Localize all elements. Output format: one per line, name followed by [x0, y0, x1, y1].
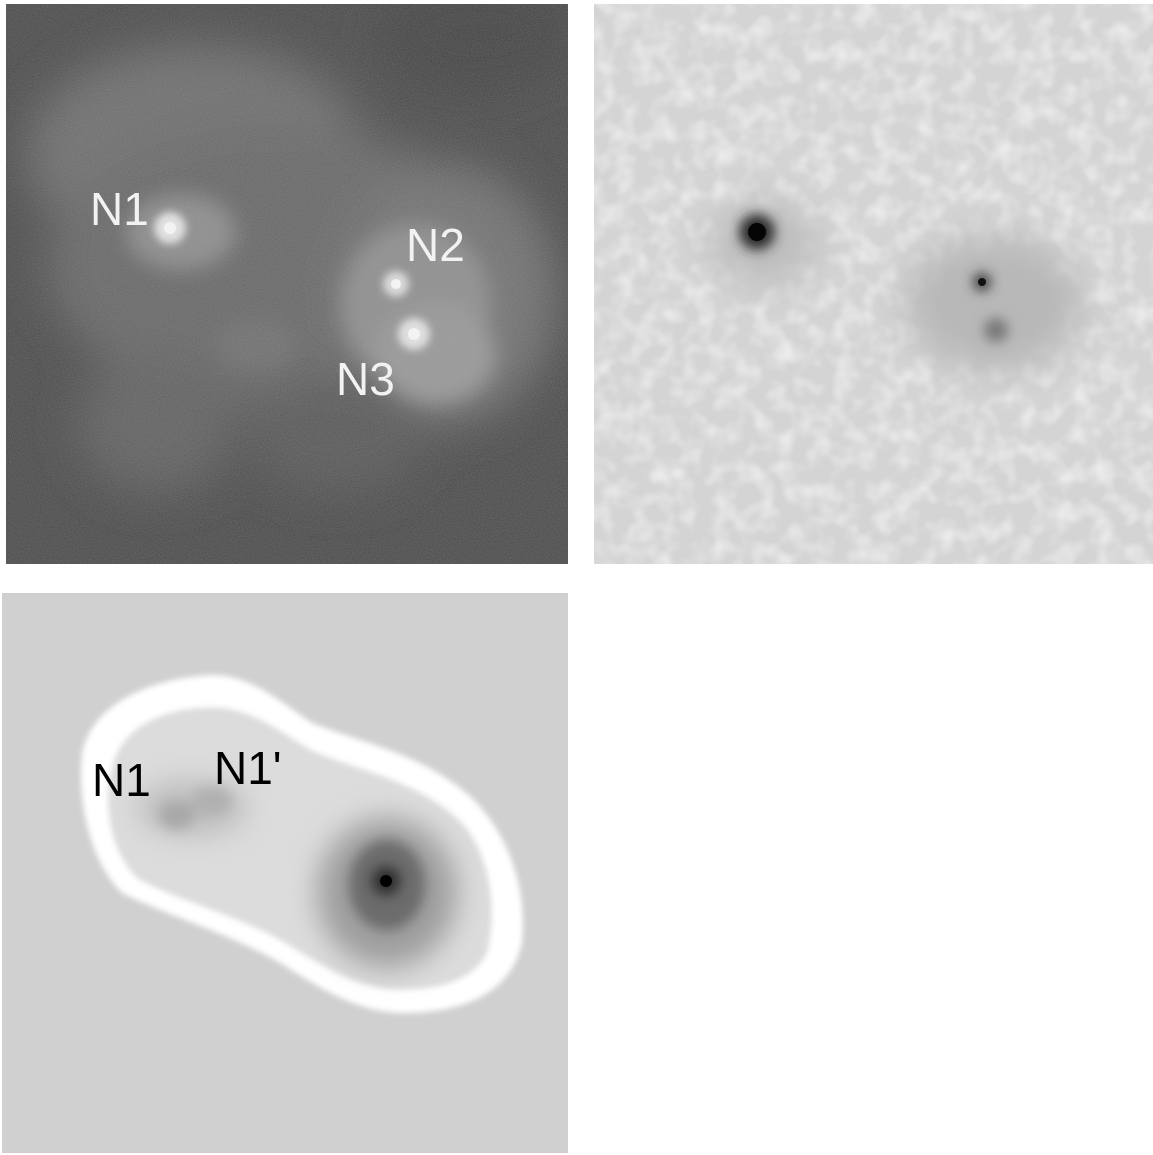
residual-image-panel [594, 4, 1153, 564]
residual-image [594, 4, 1153, 564]
label-n3: N3 [336, 353, 395, 405]
model-image [2, 593, 568, 1153]
optical-image-panel: N1 N2 N3 [6, 4, 568, 564]
residual-source-n3 [984, 318, 1008, 342]
label-n2: N2 [406, 219, 465, 271]
label-n1: N1 [90, 183, 149, 235]
label-model-n1: N1 [92, 754, 151, 806]
label-model-n1-prime: N1' [214, 742, 282, 794]
model-image-panel: N1 N1' [2, 593, 568, 1153]
optical-image [6, 4, 568, 564]
